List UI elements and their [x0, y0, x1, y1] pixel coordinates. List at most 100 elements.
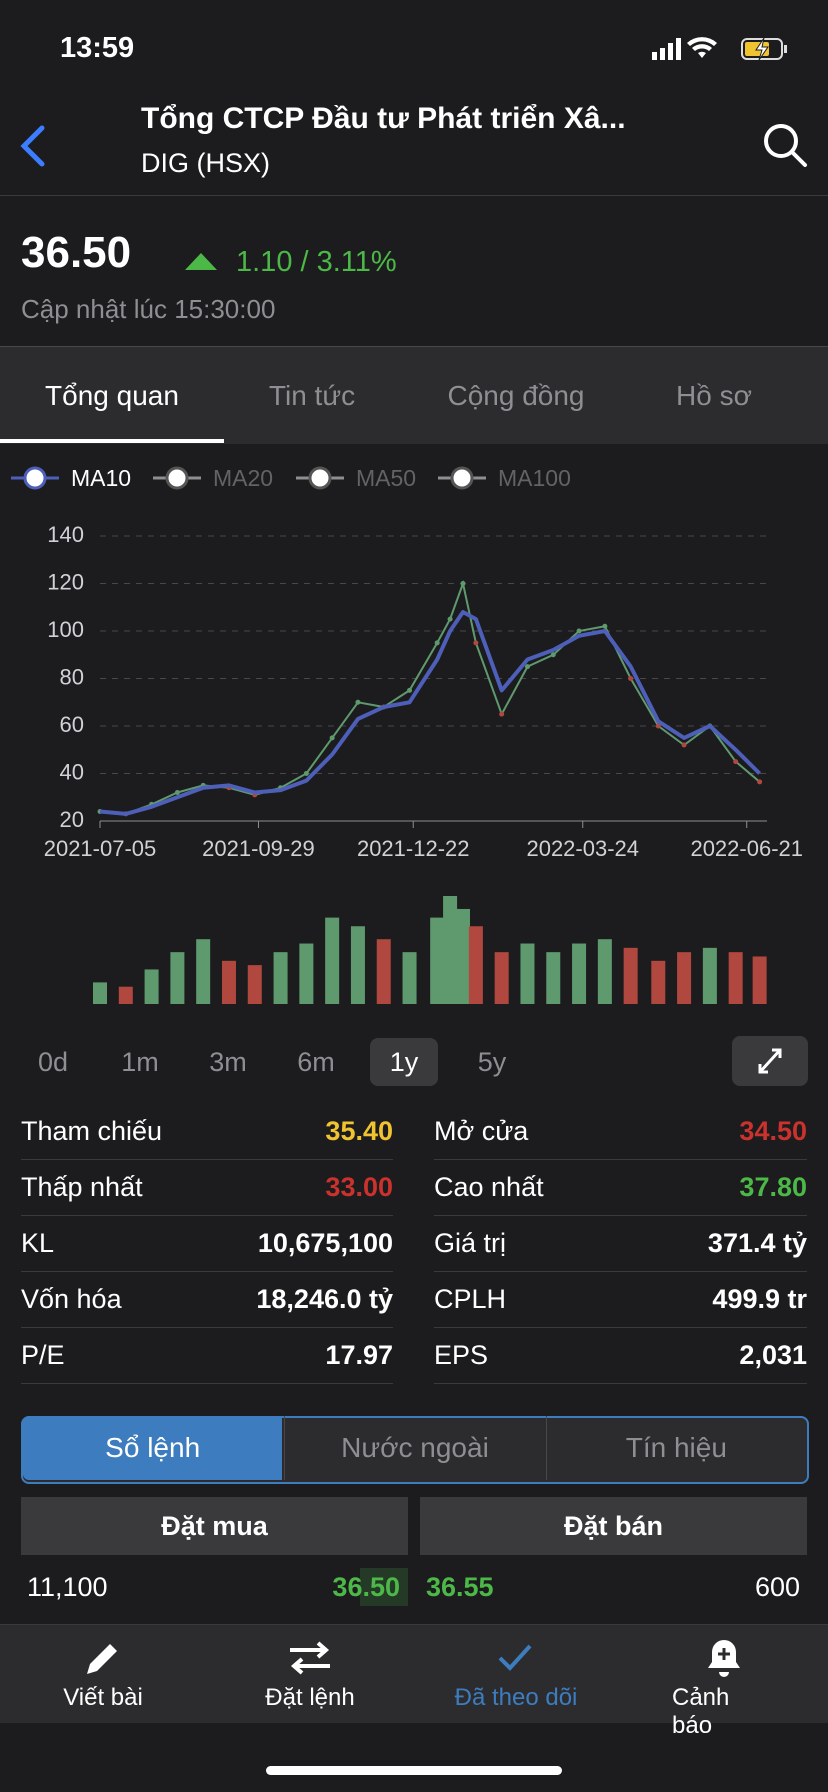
period-button[interactable]: 6m	[297, 1047, 335, 1077]
price-point	[576, 628, 582, 634]
price-chart: MA10 MA20 MA50 MA100 20 40 60 80 100 120 140 2021-0…	[11, 465, 803, 1004]
volume-bar	[376, 939, 391, 1004]
stat-label: CPLH	[434, 1284, 507, 1314]
ask-volume: 600	[754, 1572, 800, 1602]
volume-bar	[677, 952, 692, 1004]
stat-value: 37.80	[739, 1172, 807, 1202]
price-point	[329, 735, 335, 741]
nav-item[interactable]: Đặt lệnh	[265, 1684, 355, 1711]
stat-label: Mở cửa	[434, 1116, 529, 1146]
stat-label: Thấp nhất	[21, 1172, 143, 1202]
volume-bar	[520, 943, 535, 1004]
ma-line	[99, 610, 762, 816]
search-button[interactable]	[760, 120, 810, 170]
volume-bar	[651, 960, 666, 1004]
price-point	[550, 652, 556, 658]
volume-bar	[350, 926, 365, 1004]
volume-bar	[144, 969, 159, 1004]
period-button[interactable]: 3m	[209, 1047, 247, 1077]
bid-price: 36.50	[332, 1572, 400, 1602]
home-indicator	[266, 1766, 562, 1775]
stat-row: CPLH 499.9 tr	[434, 1272, 807, 1328]
bid-header: Đặt mua	[21, 1497, 408, 1555]
nav-item[interactable]: Viết bài	[63, 1684, 143, 1711]
tab[interactable]: Tổng quan	[45, 380, 179, 411]
expand-button[interactable]	[732, 1036, 808, 1086]
stat-row: Giá trị 371.4 tỷ	[434, 1216, 807, 1272]
stat-value: 35.40	[325, 1116, 393, 1146]
stat-label: EPS	[434, 1340, 489, 1370]
nav-item[interactable]: Cảnh báo	[672, 1684, 730, 1739]
stat-row: KL 10,675,100	[21, 1216, 393, 1272]
status-icons	[652, 37, 787, 61]
x-tick-label: 2021-12-22	[357, 836, 470, 861]
tab[interactable]: Cộng đồng	[447, 380, 585, 411]
stat-row: EPS 2,031	[434, 1328, 807, 1384]
stat-value: 33.00	[325, 1172, 393, 1202]
stat-label: Vốn hóa	[21, 1284, 122, 1314]
volume-bar	[468, 926, 483, 1004]
y-tick-label: 120	[47, 569, 84, 594]
stat-row: Thấp nhất 33.00	[21, 1160, 393, 1216]
volume-bar	[623, 947, 638, 1004]
price-point	[628, 676, 634, 681]
stat-row: Cao nhất 37.80	[434, 1160, 807, 1216]
bid-volume: 11,100	[27, 1572, 108, 1602]
back-button[interactable]	[14, 124, 54, 168]
price-point	[681, 742, 687, 748]
legend-label: MA100	[498, 465, 571, 491]
volume-bar	[572, 943, 587, 1004]
order-tab[interactable]: Sổ lệnh	[23, 1416, 283, 1480]
price-point	[757, 779, 763, 785]
x-tick-label: 2022-06-21	[690, 836, 803, 861]
order-tab[interactable]: Tín hiệu	[545, 1416, 806, 1480]
price-point	[602, 623, 608, 629]
volume-bar	[325, 917, 340, 1004]
stat-value: 34.50	[739, 1116, 807, 1146]
y-tick-label: 60	[60, 712, 84, 737]
nav-item[interactable]: Đã theo dõi	[454, 1684, 578, 1711]
volume-bar	[273, 952, 288, 1004]
bid-bar	[360, 1568, 408, 1606]
volume-bar	[597, 939, 612, 1004]
volume-bar	[299, 943, 314, 1004]
volume-bar	[402, 952, 417, 1004]
volume-bar	[430, 917, 445, 1004]
stat-row: Tham chiếu 35.40	[21, 1104, 393, 1160]
x-tick-label: 2022-03-24	[526, 836, 639, 861]
volume-bar	[170, 952, 185, 1004]
y-tick-label: 100	[47, 617, 84, 642]
price-point	[447, 616, 453, 622]
stock-title: Tổng CTCP Đầu tư Phát triển Xâ...	[141, 102, 626, 135]
up-arrow	[185, 253, 217, 270]
period-button[interactable]: 1m	[121, 1047, 159, 1077]
price-point	[499, 711, 505, 717]
x-tick-label: 2021-07-05	[44, 836, 157, 861]
price-point	[460, 581, 466, 586]
legend-marker	[450, 466, 474, 490]
y-tick-label: 80	[60, 664, 84, 689]
volume-bar	[247, 965, 262, 1004]
volume-bar	[196, 939, 211, 1004]
price-point	[473, 640, 479, 646]
volume-bar	[443, 896, 458, 1004]
price-point	[733, 759, 739, 765]
period-button[interactable]: 5y	[477, 1047, 507, 1077]
price-point	[434, 640, 440, 646]
stat-value: 499.9 tr	[712, 1284, 807, 1314]
tab-bar	[0, 346, 828, 444]
price-line	[99, 579, 761, 815]
tab[interactable]: Tin tức	[268, 380, 356, 411]
volume-bar	[752, 956, 767, 1004]
price: 36.50	[21, 228, 132, 277]
price-point	[655, 723, 661, 729]
legend-marker	[308, 466, 332, 490]
period-button[interactable]: 0d	[37, 1047, 69, 1077]
price-point	[355, 699, 361, 705]
stat-value: 17.97	[325, 1340, 393, 1370]
tab[interactable]: Hồ sơ	[676, 380, 752, 411]
period-button[interactable]: 1y	[370, 1038, 438, 1086]
order-tab[interactable]: Nước ngoài	[284, 1416, 544, 1480]
volume-bar	[728, 952, 743, 1004]
